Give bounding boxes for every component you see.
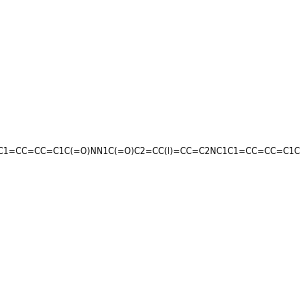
- Text: CCOC1=CC=CC=C1C(=O)NN1C(=O)C2=CC(I)=CC=C2NC1C1=CC=CC=C1C(F)(F)F: CCOC1=CC=CC=C1C(=O)NN1C(=O)C2=CC(I)=CC=C…: [0, 147, 300, 156]
